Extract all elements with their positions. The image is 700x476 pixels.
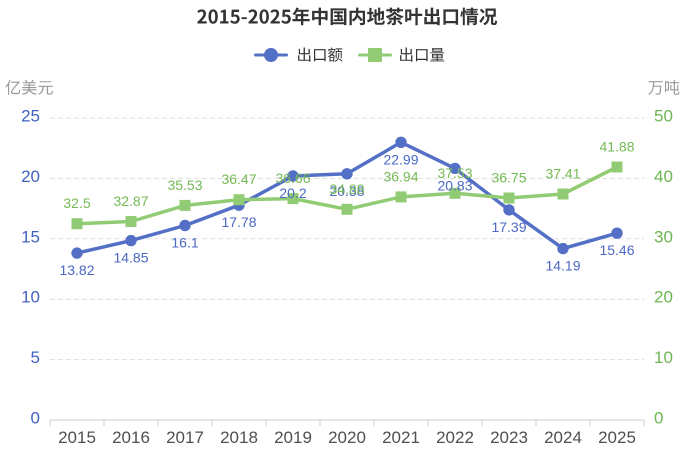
svg-text:20.2: 20.2 <box>279 185 306 201</box>
svg-text:10: 10 <box>21 288 40 307</box>
svg-text:17.78: 17.78 <box>221 214 256 230</box>
svg-text:20: 20 <box>21 167 40 186</box>
svg-text:2020: 2020 <box>328 428 366 447</box>
svg-text:41.88: 41.88 <box>599 139 634 155</box>
svg-text:22.99: 22.99 <box>383 151 418 167</box>
svg-text:15: 15 <box>21 227 40 246</box>
svg-text:15.46: 15.46 <box>599 242 634 258</box>
svg-text:2022: 2022 <box>436 428 474 447</box>
svg-text:37.53: 37.53 <box>437 165 472 181</box>
svg-text:50: 50 <box>654 107 673 126</box>
svg-text:16.1: 16.1 <box>171 235 198 251</box>
svg-text:5: 5 <box>31 348 40 367</box>
svg-text:25: 25 <box>21 107 40 126</box>
svg-text:34.88: 34.88 <box>329 181 364 197</box>
svg-text:32.5: 32.5 <box>63 195 90 211</box>
svg-text:20.83: 20.83 <box>437 177 472 193</box>
svg-text:36.75: 36.75 <box>491 170 526 186</box>
svg-text:2023: 2023 <box>490 428 528 447</box>
svg-text:2021: 2021 <box>382 428 420 447</box>
svg-text:40: 40 <box>654 167 673 186</box>
svg-text:0: 0 <box>654 409 663 428</box>
svg-text:17.39: 17.39 <box>491 219 526 235</box>
svg-text:36.47: 36.47 <box>221 171 256 187</box>
svg-text:2025: 2025 <box>598 428 636 447</box>
svg-text:30: 30 <box>654 227 673 246</box>
svg-text:0: 0 <box>31 409 40 428</box>
svg-text:32.87: 32.87 <box>113 193 148 209</box>
svg-text:20.38: 20.38 <box>329 183 364 199</box>
svg-text:2017: 2017 <box>166 428 204 447</box>
svg-text:37.41: 37.41 <box>545 166 580 182</box>
svg-text:14.85: 14.85 <box>113 250 148 266</box>
svg-text:35.53: 35.53 <box>167 177 202 193</box>
svg-text:2019: 2019 <box>274 428 312 447</box>
svg-text:2015: 2015 <box>58 428 96 447</box>
svg-text:2016: 2016 <box>112 428 150 447</box>
svg-text:20: 20 <box>654 288 673 307</box>
svg-text:36.94: 36.94 <box>383 168 418 184</box>
svg-text:2024: 2024 <box>544 428 582 447</box>
svg-text:13.82: 13.82 <box>59 262 94 278</box>
svg-text:10: 10 <box>654 348 673 367</box>
svg-text:2018: 2018 <box>220 428 258 447</box>
svg-text:36.66: 36.66 <box>275 170 310 186</box>
svg-text:14.19: 14.19 <box>545 258 580 274</box>
